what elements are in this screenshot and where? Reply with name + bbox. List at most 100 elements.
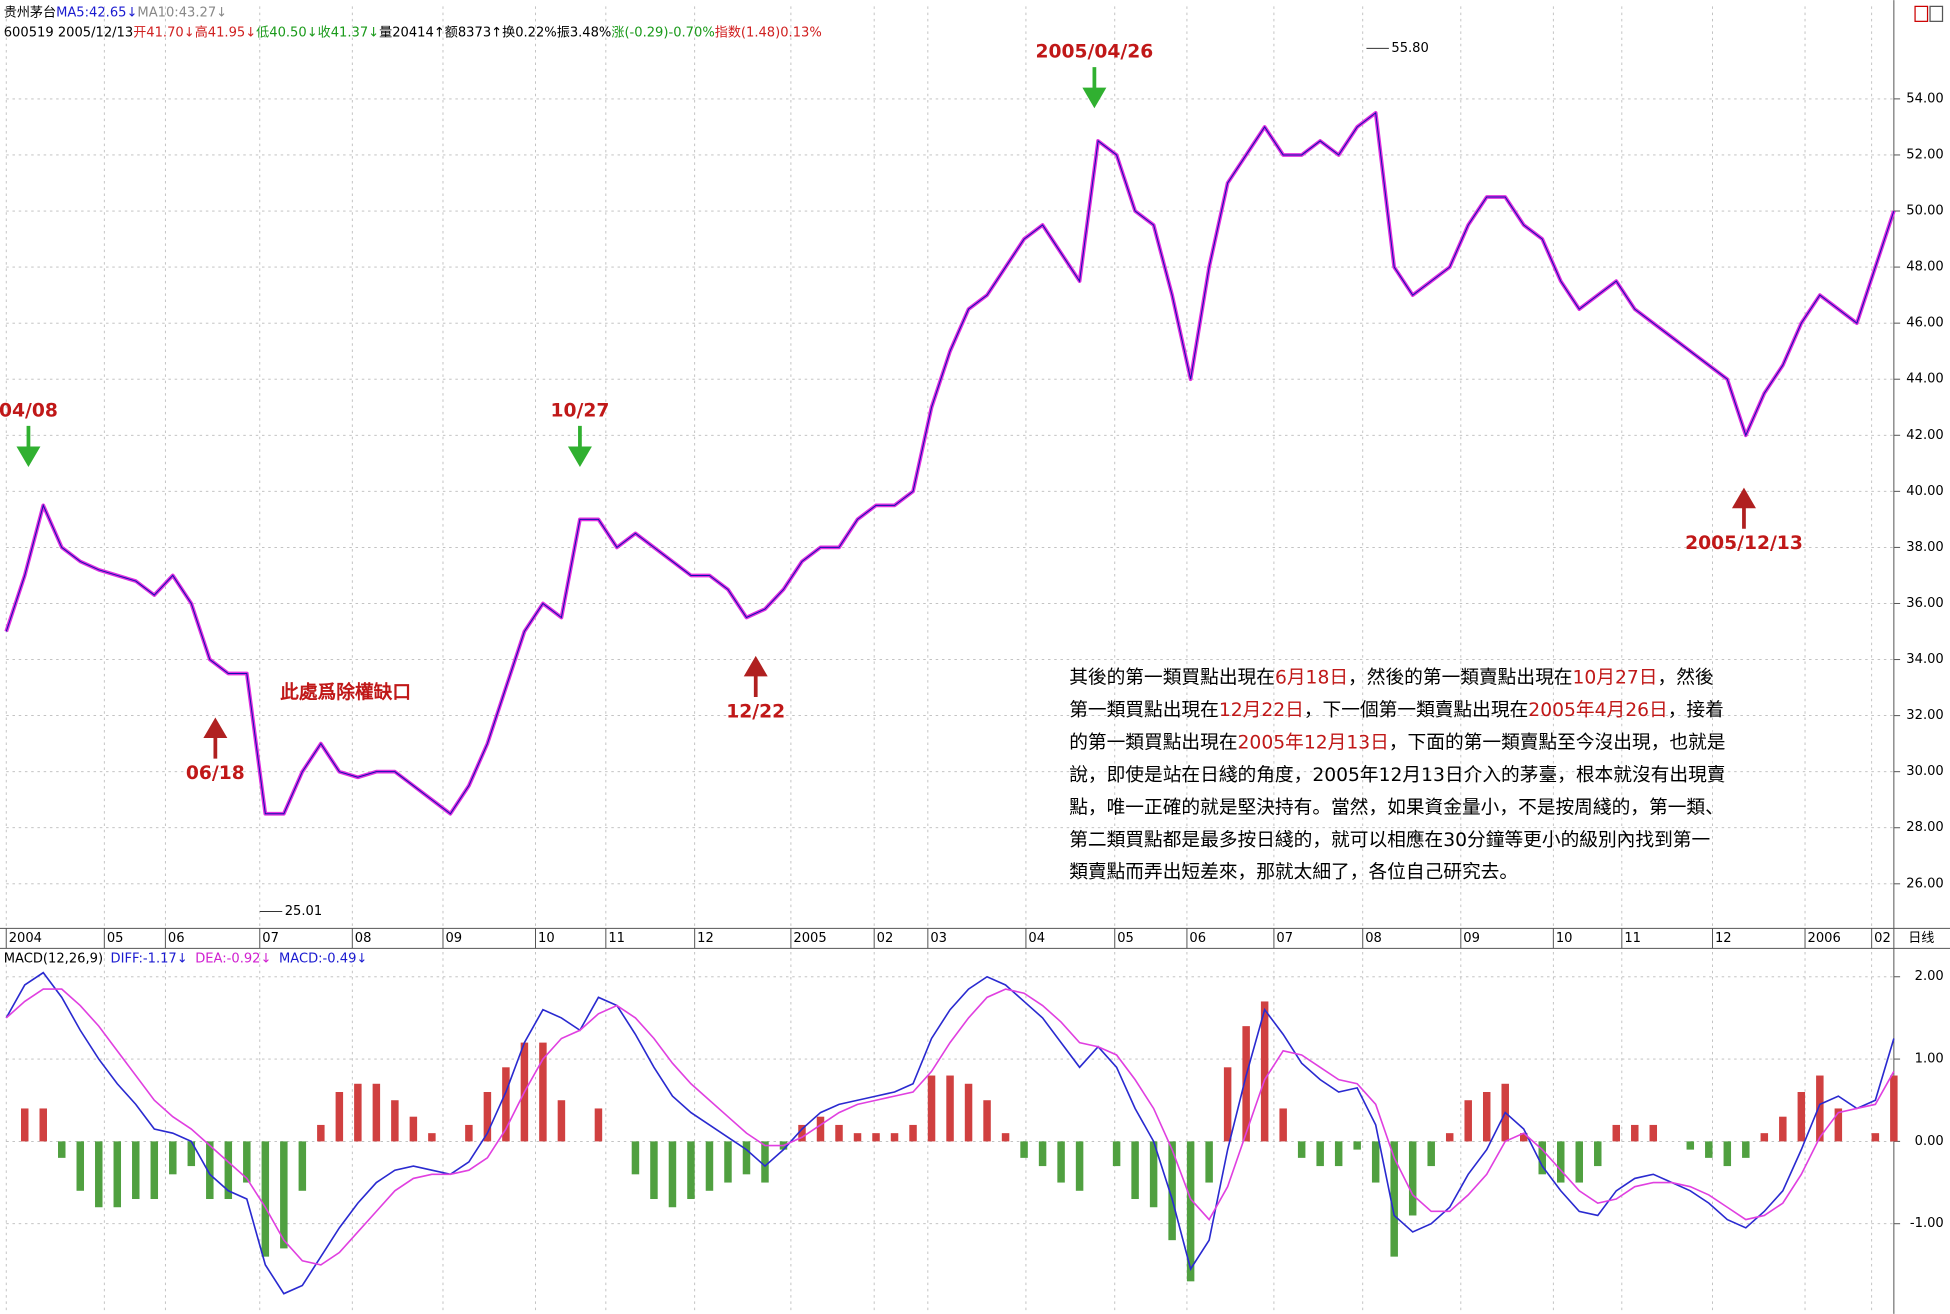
macd-bar bbox=[1075, 1141, 1084, 1191]
macd-bar bbox=[668, 1141, 677, 1208]
text-segment: ，然後 bbox=[1658, 667, 1714, 688]
macd-bar bbox=[280, 1141, 288, 1249]
annotation: 06/18 bbox=[186, 763, 245, 784]
macd-bar bbox=[1334, 1141, 1343, 1167]
text-segment: 贵州茅台 bbox=[4, 4, 56, 20]
macd-bar bbox=[1279, 1108, 1287, 1142]
macd-bar bbox=[594, 1108, 603, 1142]
macd-bar bbox=[1371, 1141, 1380, 1183]
macd-bar bbox=[1001, 1133, 1010, 1142]
text-line: 說，即使是站在日綫的角度，2005年12月13日介入的茅臺，根本就沒有出現賣 bbox=[1069, 764, 1725, 785]
macd-bar bbox=[1575, 1141, 1583, 1183]
x-tick-label: 03 bbox=[930, 931, 947, 946]
macd-bar bbox=[224, 1141, 233, 1200]
text-segment: 开41.70↓ bbox=[133, 25, 194, 40]
text-segment: 2005年12月13日 bbox=[1238, 732, 1389, 753]
icon-box[interactable] bbox=[1929, 5, 1944, 22]
macd-line bbox=[5, 971, 1895, 1295]
macd-bar bbox=[372, 1083, 381, 1142]
text-line: 其後的第一類買點出現在6月18日，然後的第一類賣點出現在10月27日，然後 bbox=[1069, 667, 1714, 688]
macd-bar bbox=[631, 1141, 640, 1175]
text-segment: 高41.95↓ bbox=[195, 23, 256, 40]
annotation: 2005/04/26 bbox=[1036, 42, 1154, 63]
arrow bbox=[567, 425, 592, 468]
macd-bar bbox=[150, 1141, 159, 1200]
macd-bar bbox=[113, 1141, 122, 1208]
icon-box[interactable] bbox=[1914, 5, 1929, 22]
macd-bar bbox=[76, 1141, 85, 1191]
macd-bar bbox=[21, 1108, 29, 1142]
annotation: 10/27 bbox=[550, 400, 609, 421]
text-segment: 其後的第一類買點出現在 bbox=[1069, 667, 1275, 688]
macd-bar bbox=[1631, 1124, 1639, 1142]
macd-bar bbox=[983, 1100, 991, 1142]
macd-bar bbox=[890, 1133, 899, 1142]
macd-bar bbox=[1205, 1141, 1213, 1183]
text-segment: ，下一個第一類賣點出現在 bbox=[1304, 700, 1528, 721]
macd-bar bbox=[39, 1108, 47, 1142]
macd-bar bbox=[1408, 1141, 1417, 1216]
macd-bar bbox=[872, 1133, 880, 1142]
macd-bar bbox=[1223, 1067, 1232, 1142]
corner-icon[interactable] bbox=[1914, 5, 1944, 22]
arrow bbox=[743, 655, 768, 697]
x-tick-label: 06 bbox=[1189, 931, 1206, 946]
x-tick-label: 11 bbox=[608, 931, 625, 946]
macd-bar bbox=[742, 1141, 751, 1175]
macd-bar bbox=[1871, 1133, 1880, 1142]
x-tick-label: 02 bbox=[1874, 931, 1891, 946]
macd-bar bbox=[243, 1141, 251, 1183]
macd-bar bbox=[317, 1124, 325, 1142]
price-label: 55.80 bbox=[1391, 41, 1428, 56]
y-tick-label: 1.00 bbox=[1915, 1052, 1944, 1067]
macd-bar bbox=[853, 1133, 862, 1142]
macd-bar bbox=[483, 1091, 492, 1142]
macd-bar bbox=[1038, 1141, 1047, 1167]
text-segment: 指数(1.48)0.13% bbox=[715, 24, 822, 40]
y-tick-label: 50.00 bbox=[1906, 204, 1943, 219]
y-tick-label: 28.00 bbox=[1906, 820, 1943, 835]
y-tick-label: 38.00 bbox=[1906, 540, 1943, 555]
macd-bar bbox=[1482, 1091, 1491, 1142]
x-tick-label: 09 bbox=[445, 931, 462, 946]
macd-bar bbox=[1557, 1141, 1565, 1183]
y-tick-label: 34.00 bbox=[1906, 652, 1943, 667]
macd-bar bbox=[1649, 1124, 1658, 1142]
text-segment: ，接着 bbox=[1668, 700, 1724, 721]
annotation: 2005/12/13 bbox=[1685, 533, 1803, 554]
macd-bar bbox=[1723, 1141, 1732, 1167]
macd-bar bbox=[761, 1141, 769, 1183]
text-segment: 额8373↑ bbox=[445, 24, 502, 40]
text-segment: ，下面的第一類賣點至今沒出現，也就是 bbox=[1389, 732, 1726, 753]
macd-bar bbox=[261, 1141, 270, 1257]
macd-bar bbox=[1705, 1141, 1713, 1158]
y-tick-label: 44.00 bbox=[1906, 372, 1943, 387]
macd-bar bbox=[1834, 1108, 1843, 1142]
price-line-edge bbox=[5, 111, 1895, 815]
macd-bar bbox=[1186, 1141, 1195, 1282]
macd-bar bbox=[502, 1067, 510, 1142]
macd-bar bbox=[409, 1116, 418, 1142]
x-tick-label: 06 bbox=[168, 931, 185, 946]
x-tick-label: 2004 bbox=[9, 931, 42, 946]
macd-bar bbox=[169, 1141, 177, 1175]
text-segment: 10月27日 bbox=[1573, 667, 1658, 688]
annotation: 此處爲除權缺口 bbox=[280, 682, 411, 704]
text-line: 600519 2005/12/13开41.70↓高41.95↓低40.50↓收4… bbox=[4, 23, 822, 40]
y-tick-label: 42.00 bbox=[1906, 428, 1943, 443]
macd-bar bbox=[1594, 1141, 1602, 1167]
macd-bar bbox=[132, 1141, 140, 1200]
macd-bar bbox=[1168, 1141, 1176, 1241]
macd-header: MACD(12,26,9) DIFF:-1.17↓ DEA:-0.92↓ MACD:-… bbox=[4, 951, 368, 966]
text-segment: 涨(-0.29)-0.70% bbox=[611, 24, 714, 40]
text-segment: MA5:42.65↓ bbox=[56, 5, 137, 20]
macd-bar bbox=[1612, 1124, 1621, 1142]
macd-bar bbox=[335, 1091, 344, 1142]
y-tick-label: 0.00 bbox=[1915, 1134, 1944, 1149]
y-tick-label: 30.00 bbox=[1906, 764, 1943, 779]
x-tick-label: 08 bbox=[355, 931, 372, 946]
text-segment: 的第一類買點出現在 bbox=[1069, 732, 1237, 753]
macd-bar bbox=[1242, 1026, 1250, 1142]
